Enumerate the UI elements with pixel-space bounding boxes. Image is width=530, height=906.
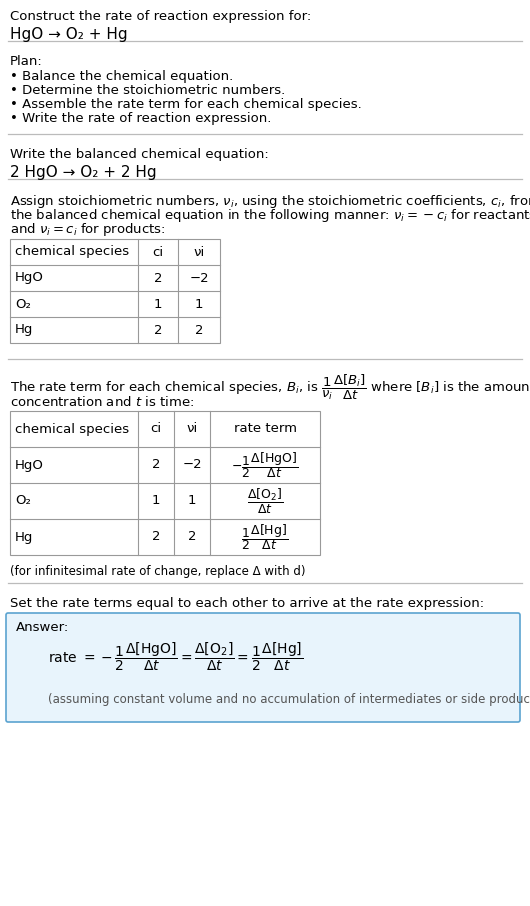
Text: HgO: HgO [15,272,44,284]
Text: 2: 2 [154,323,162,336]
Text: (for infinitesimal rate of change, replace Δ with d): (for infinitesimal rate of change, repla… [10,565,305,578]
Text: concentration and $t$ is time:: concentration and $t$ is time: [10,395,194,409]
Text: Plan:: Plan: [10,55,43,68]
Text: O₂: O₂ [15,495,31,507]
Text: 2: 2 [195,323,203,336]
Text: HgO: HgO [15,458,44,471]
Text: 1: 1 [154,297,162,311]
Text: chemical species: chemical species [15,422,129,436]
Text: the balanced chemical equation in the following manner: $\nu_i = -c_i$ for react: the balanced chemical equation in the fo… [10,207,530,224]
Text: Hg: Hg [15,323,33,336]
Text: Construct the rate of reaction expression for:: Construct the rate of reaction expressio… [10,10,311,23]
Text: 1: 1 [152,495,160,507]
Text: ci: ci [153,246,164,258]
Text: The rate term for each chemical species, $B_i$, is $\dfrac{1}{\nu_i}\dfrac{\Delt: The rate term for each chemical species,… [10,373,530,402]
Text: $\dfrac{1}{2}\dfrac{\Delta[\mathrm{Hg}]}{\Delta t}$: $\dfrac{1}{2}\dfrac{\Delta[\mathrm{Hg}]}… [242,522,288,552]
Text: chemical species: chemical species [15,246,129,258]
Text: 1: 1 [188,495,196,507]
Text: Set the rate terms equal to each other to arrive at the rate expression:: Set the rate terms equal to each other t… [10,597,484,610]
Text: 1: 1 [195,297,203,311]
Text: 2: 2 [188,531,196,544]
Text: • Assemble the rate term for each chemical species.: • Assemble the rate term for each chemic… [10,98,362,111]
Text: Assign stoichiometric numbers, $\nu_i$, using the stoichiometric coefficients, $: Assign stoichiometric numbers, $\nu_i$, … [10,193,530,210]
Text: Answer:: Answer: [16,621,69,634]
Text: and $\nu_i = c_i$ for products:: and $\nu_i = c_i$ for products: [10,221,165,238]
Text: Write the balanced chemical equation:: Write the balanced chemical equation: [10,148,269,161]
Text: rate term: rate term [234,422,296,436]
Text: $-\dfrac{1}{2}\dfrac{\Delta[\mathrm{HgO}]}{\Delta t}$: $-\dfrac{1}{2}\dfrac{\Delta[\mathrm{HgO}… [231,450,299,480]
Text: • Determine the stoichiometric numbers.: • Determine the stoichiometric numbers. [10,84,285,97]
Text: • Balance the chemical equation.: • Balance the chemical equation. [10,70,233,83]
Text: 2: 2 [152,531,160,544]
Text: 2: 2 [152,458,160,471]
Text: −2: −2 [189,272,209,284]
Text: 2 HgO → O₂ + 2 Hg: 2 HgO → O₂ + 2 Hg [10,165,157,180]
Text: (assuming constant volume and no accumulation of intermediates or side products): (assuming constant volume and no accumul… [48,693,530,706]
Bar [10,411,320,555]
Bar [10,239,220,343]
Text: $\dfrac{\Delta[\mathrm{O_2}]}{\Delta t}$: $\dfrac{\Delta[\mathrm{O_2}]}{\Delta t}$ [247,487,283,516]
Text: O₂: O₂ [15,297,31,311]
Text: HgO → O₂ + Hg: HgO → O₂ + Hg [10,27,128,42]
Text: • Write the rate of reaction expression.: • Write the rate of reaction expression. [10,112,271,125]
Text: ci: ci [151,422,162,436]
Text: rate $= -\dfrac{1}{2}\dfrac{\Delta[\mathrm{HgO}]}{\Delta t} = \dfrac{\Delta[\mat: rate $= -\dfrac{1}{2}\dfrac{\Delta[\math… [48,641,303,673]
Text: −2: −2 [182,458,202,471]
Text: 2: 2 [154,272,162,284]
FancyBboxPatch shape [6,613,520,722]
Text: νi: νi [193,246,205,258]
Text: Hg: Hg [15,531,33,544]
Text: νi: νi [187,422,198,436]
